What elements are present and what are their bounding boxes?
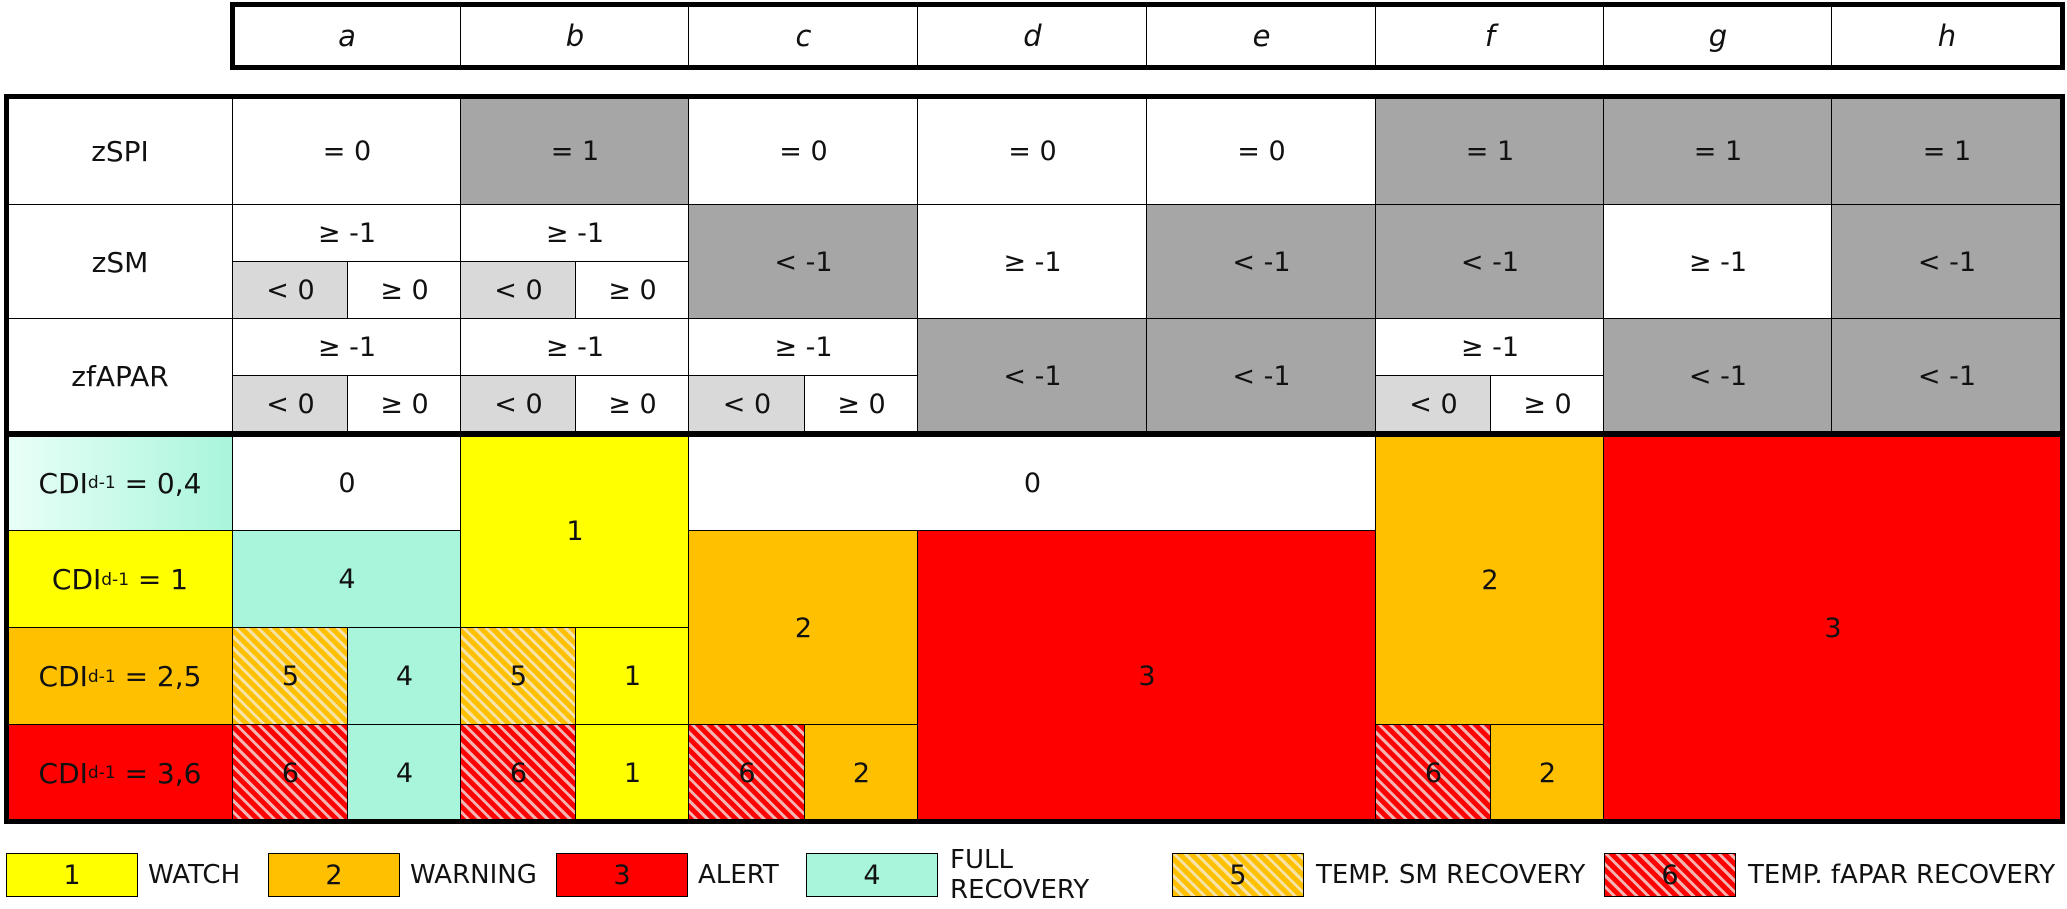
result-c-36-left: 6 bbox=[688, 724, 806, 822]
legend-swatch-2: 2 bbox=[268, 853, 400, 897]
zspi-d: = 0 bbox=[917, 96, 1148, 206]
zspi-h: = 1 bbox=[1831, 96, 2063, 206]
cdi-value: = 3,6 bbox=[124, 756, 202, 790]
zsm-e: < -1 bbox=[1146, 204, 1377, 320]
column-header-f: f bbox=[1375, 4, 1605, 68]
cdi-sub: d-1 bbox=[101, 569, 130, 590]
zsm-d: ≥ -1 bbox=[917, 204, 1148, 320]
cdi-label-25: CDI d-1 = 2,5 bbox=[6, 627, 234, 726]
result-b-36-left: 6 bbox=[460, 724, 577, 822]
zspi-c: = 0 bbox=[688, 96, 919, 206]
zfapar-c-top: ≥ -1 bbox=[688, 318, 919, 377]
zfapar-e: < -1 bbox=[1146, 318, 1377, 434]
zsm-f: < -1 bbox=[1375, 204, 1605, 320]
zfapar-f-right: ≥ 0 bbox=[1490, 375, 1605, 434]
zfapar-b-top: ≥ -1 bbox=[460, 318, 690, 377]
result-a-25-left: 5 bbox=[232, 627, 349, 726]
result-a-1: 4 bbox=[232, 530, 462, 629]
row-label-zspi: zSPI bbox=[6, 96, 234, 206]
result-c-mid: 2 bbox=[688, 530, 919, 726]
result-b-25-left: 5 bbox=[460, 627, 577, 726]
zfapar-f-top: ≥ -1 bbox=[1375, 318, 1605, 377]
zsm-g: ≥ -1 bbox=[1603, 204, 1833, 320]
result-gh-alert: 3 bbox=[1603, 434, 2063, 822]
legend-label-4: FULL RECOVERY bbox=[950, 845, 1090, 905]
zsm-a-left: < 0 bbox=[232, 261, 349, 320]
result-b-36-right: 1 bbox=[575, 724, 690, 822]
column-header-b: b bbox=[460, 4, 690, 68]
result-cde-04: 0 bbox=[688, 434, 1377, 532]
legend-swatch-4: 4 bbox=[806, 853, 938, 897]
result-a-04: 0 bbox=[232, 434, 462, 532]
legend-swatch-3: 3 bbox=[556, 853, 688, 897]
cdi-sub: d-1 bbox=[87, 666, 116, 687]
result-b-top: 1 bbox=[460, 434, 690, 629]
zspi-e: = 0 bbox=[1146, 96, 1377, 206]
result-b-25-right: 1 bbox=[575, 627, 690, 726]
legend-swatch-1: 1 bbox=[6, 853, 138, 897]
cdi-sub: d-1 bbox=[87, 763, 116, 783]
result-a-25-right: 4 bbox=[347, 627, 462, 726]
zfapar-a-left: < 0 bbox=[232, 375, 349, 434]
result-a-36-left: 6 bbox=[232, 724, 349, 822]
zfapar-a-top: ≥ -1 bbox=[232, 318, 462, 377]
cdi-base: CDI bbox=[51, 563, 102, 596]
legend-label-5: TEMP. SM RECOVERY bbox=[1316, 860, 1586, 890]
zfapar-d: < -1 bbox=[917, 318, 1148, 434]
cdi-label-36: CDI d-1 = 3,6 bbox=[6, 724, 234, 822]
legend-label-1: WATCH bbox=[148, 860, 241, 890]
row-label-zsm: zSM bbox=[6, 204, 234, 320]
result-f-36-left: 6 bbox=[1375, 724, 1492, 822]
cdi-base: CDI bbox=[38, 466, 88, 500]
zspi-a: = 0 bbox=[232, 96, 462, 206]
cdi-value: = 2,5 bbox=[124, 660, 202, 693]
cdi-label-04: CDI d-1 = 0,4 bbox=[6, 434, 234, 532]
zfapar-g: < -1 bbox=[1603, 318, 1833, 434]
cdi-label-1: CDI d-1 = 1 bbox=[6, 530, 234, 629]
column-header-h: h bbox=[1831, 4, 2063, 68]
zsm-b-right: ≥ 0 bbox=[575, 261, 690, 320]
zfapar-b-right: ≥ 0 bbox=[575, 375, 690, 434]
result-a-36-right: 4 bbox=[347, 724, 462, 822]
zspi-g: = 1 bbox=[1603, 96, 1833, 206]
zfapar-f-left: < 0 bbox=[1375, 375, 1492, 434]
column-header-a: a bbox=[232, 4, 462, 68]
zfapar-c-left: < 0 bbox=[688, 375, 806, 434]
cdi-base: CDI bbox=[38, 660, 88, 693]
cdi-value: = 1 bbox=[137, 563, 189, 596]
zfapar-a-right: ≥ 0 bbox=[347, 375, 462, 434]
result-f-36-right: 2 bbox=[1490, 724, 1605, 822]
legend-label-6: TEMP. fAPAR RECOVERY bbox=[1748, 860, 2056, 890]
zsm-c: < -1 bbox=[688, 204, 919, 320]
cdi-base: CDI bbox=[38, 756, 88, 790]
result-de-alert: 3 bbox=[917, 530, 1377, 822]
zsm-a-top: ≥ -1 bbox=[232, 204, 462, 263]
row-label-zfapar: zfAPAR bbox=[6, 318, 234, 434]
legend-label-3: ALERT bbox=[698, 860, 779, 890]
zsm-b-left: < 0 bbox=[460, 261, 577, 320]
column-header-g: g bbox=[1603, 4, 1833, 68]
zfapar-c-right: ≥ 0 bbox=[804, 375, 919, 434]
zfapar-h: < -1 bbox=[1831, 318, 2063, 434]
column-header-d: d bbox=[917, 4, 1148, 68]
zfapar-b-left: < 0 bbox=[460, 375, 577, 434]
cdi-value: = 0,4 bbox=[124, 466, 202, 500]
column-header-c: c bbox=[688, 4, 919, 68]
zspi-f: = 1 bbox=[1375, 96, 1605, 206]
result-f-top: 2 bbox=[1375, 434, 1605, 726]
column-header-e: e bbox=[1146, 4, 1377, 68]
legend-swatch-5: 5 bbox=[1172, 853, 1304, 897]
zsm-h: < -1 bbox=[1831, 204, 2063, 320]
zspi-b: = 1 bbox=[460, 96, 690, 206]
zsm-b-top: ≥ -1 bbox=[460, 204, 690, 263]
result-c-36-right: 2 bbox=[804, 724, 919, 822]
legend-swatch-6: 6 bbox=[1604, 853, 1736, 897]
zsm-a-right: ≥ 0 bbox=[347, 261, 462, 320]
cdi-sub: d-1 bbox=[87, 473, 116, 493]
legend-label-2: WARNING bbox=[410, 860, 537, 890]
